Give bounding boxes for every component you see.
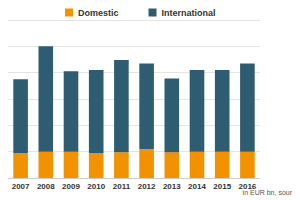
svg-text:2012: 2012 bbox=[138, 182, 156, 191]
svg-text:2009: 2009 bbox=[62, 182, 80, 191]
svg-text:in EUR bn, sour: in EUR bn, sour bbox=[242, 189, 292, 196]
svg-text:2015: 2015 bbox=[213, 182, 231, 191]
svg-text:Domestic: Domestic bbox=[78, 8, 119, 18]
svg-text:2008: 2008 bbox=[37, 182, 55, 191]
svg-text:2007: 2007 bbox=[12, 182, 30, 191]
svg-text:2010: 2010 bbox=[87, 182, 105, 191]
svg-text:2013: 2013 bbox=[163, 182, 181, 191]
svg-text:2016: 2016 bbox=[239, 182, 257, 191]
svg-text:International: International bbox=[162, 8, 216, 18]
svg-text:2011: 2011 bbox=[113, 182, 131, 191]
svg-text:2014: 2014 bbox=[188, 182, 206, 191]
